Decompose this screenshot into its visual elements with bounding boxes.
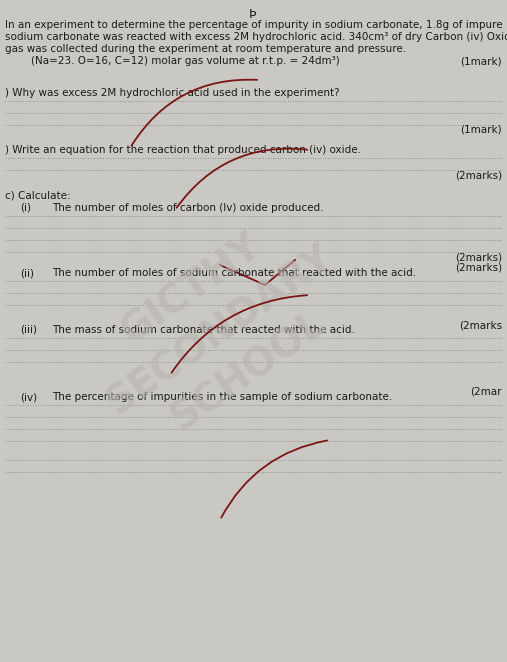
Text: In an experiment to determine the percentage of impurity in sodium carbonate, 1.: In an experiment to determine the percen… — [5, 20, 502, 30]
Text: (1mark): (1mark) — [460, 56, 502, 66]
Text: (ii): (ii) — [20, 268, 34, 278]
Text: (iii): (iii) — [20, 325, 37, 335]
Text: sodium carbonate was reacted with excess 2M hydrochloric acid. 340cm³ of dry Car: sodium carbonate was reacted with excess… — [5, 32, 507, 42]
Text: ) Why was excess 2M hydrochloric acid used in the experiment?: ) Why was excess 2M hydrochloric acid us… — [5, 88, 340, 98]
Text: (iv): (iv) — [20, 392, 37, 402]
Text: (2marks: (2marks — [459, 320, 502, 330]
Text: GICTHY
SECONDARY
SCHOOL: GICTHY SECONDARY SCHOOL — [71, 197, 369, 463]
Text: ) Write an equation for the reaction that produced carbon (iv) oxide.: ) Write an equation for the reaction tha… — [5, 145, 361, 155]
Text: The mass of sodium carbonate that reacted with the acid.: The mass of sodium carbonate that reacte… — [52, 325, 355, 335]
Text: Þ: Þ — [249, 8, 257, 21]
Text: (2marks): (2marks) — [455, 170, 502, 180]
Text: (2marks): (2marks) — [455, 252, 502, 262]
Text: The number of moles of sodium carbonate that reacted with the acid.: The number of moles of sodium carbonate … — [52, 268, 416, 278]
Text: c) Calculate:: c) Calculate: — [5, 190, 70, 200]
Text: (2mar: (2mar — [470, 387, 502, 397]
Text: The percentage of impurities in the sample of sodium carbonate.: The percentage of impurities in the samp… — [52, 392, 392, 402]
Text: (Na=23. O=16, C=12) molar gas volume at r.t.p. = 24dm³): (Na=23. O=16, C=12) molar gas volume at … — [5, 56, 340, 66]
Text: The number of moles of carbon (lv) oxide produced.: The number of moles of carbon (lv) oxide… — [52, 203, 323, 213]
Text: gas was collected during the experiment at room temperature and pressure.: gas was collected during the experiment … — [5, 44, 406, 54]
Text: (i): (i) — [20, 203, 31, 213]
Text: (2marks): (2marks) — [455, 263, 502, 273]
Text: (1mark): (1mark) — [460, 125, 502, 135]
